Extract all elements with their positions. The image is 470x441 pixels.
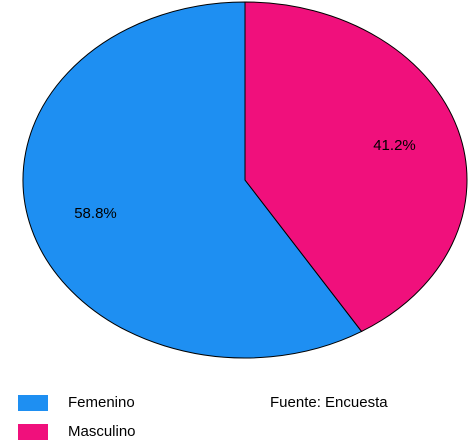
legend-label: Masculino — [68, 423, 136, 440]
value-label: 58.8% — [74, 205, 117, 222]
legend-swatch — [18, 395, 48, 411]
annotation: Fuente: Encuesta — [270, 394, 388, 411]
pie-slice — [22, 1, 363, 359]
pie-slice — [244, 1, 468, 333]
legend-label: Femenino — [68, 394, 135, 411]
legend-swatch — [18, 424, 48, 440]
value-label: 41.2% — [373, 137, 416, 154]
